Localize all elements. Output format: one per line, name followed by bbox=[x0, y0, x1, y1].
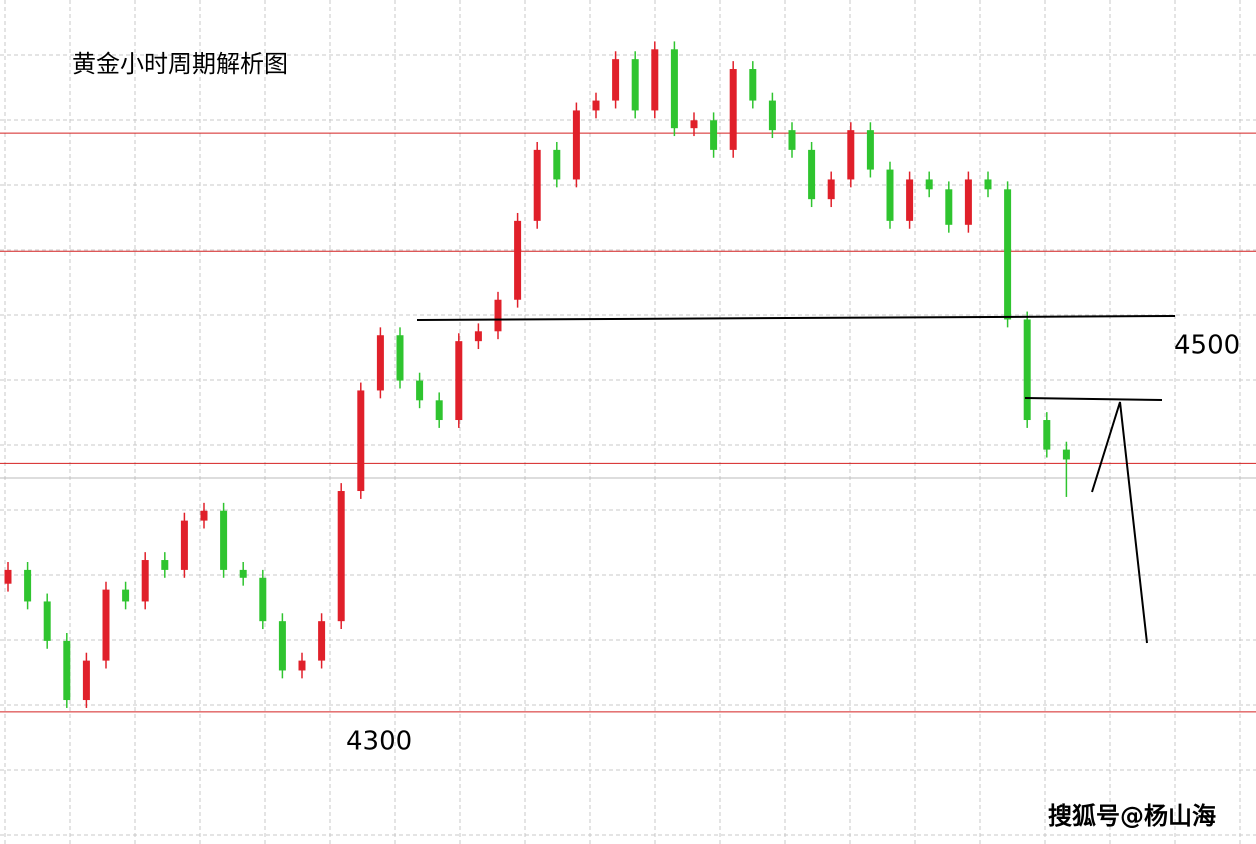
candle-body bbox=[82, 660, 90, 701]
candle-body bbox=[808, 149, 816, 200]
candle-body bbox=[239, 569, 247, 578]
candle-body bbox=[416, 380, 424, 401]
candle-body bbox=[533, 149, 541, 221]
candle-body bbox=[1023, 319, 1031, 421]
candle-body bbox=[631, 59, 639, 111]
annotation: 4500 bbox=[1174, 331, 1240, 361]
annotation: 4300 bbox=[346, 727, 412, 757]
candle-body bbox=[749, 69, 757, 101]
candle-body bbox=[553, 149, 561, 180]
candle-body bbox=[63, 640, 71, 701]
candle-body bbox=[259, 577, 267, 622]
levels bbox=[0, 132, 1256, 713]
candle-body bbox=[141, 560, 149, 602]
candle-body bbox=[768, 100, 776, 131]
candle-body bbox=[670, 49, 678, 129]
candle-body bbox=[886, 169, 894, 221]
candle-body bbox=[1062, 449, 1070, 460]
candle-body bbox=[43, 601, 51, 641]
candle-body bbox=[161, 560, 169, 570]
candle-body bbox=[710, 120, 718, 150]
candle-body bbox=[866, 130, 874, 170]
candle-body bbox=[494, 299, 502, 332]
candle-body bbox=[788, 130, 796, 150]
candle-body bbox=[945, 189, 953, 225]
candle-body bbox=[984, 179, 992, 190]
candle-body bbox=[396, 335, 404, 381]
candle-body bbox=[514, 220, 522, 300]
candle-body bbox=[906, 179, 914, 221]
candle-body bbox=[1043, 420, 1051, 450]
candle-body bbox=[298, 660, 306, 671]
candle-body bbox=[592, 100, 600, 111]
candle-body bbox=[376, 335, 384, 391]
watermark: 搜狐号@杨山海 bbox=[1048, 802, 1216, 830]
candle-body bbox=[651, 49, 659, 111]
candle-body bbox=[455, 341, 463, 421]
candle-body bbox=[180, 520, 188, 570]
candle-body bbox=[925, 179, 933, 190]
candle-body bbox=[612, 59, 620, 101]
candles bbox=[4, 41, 1070, 708]
candle-body bbox=[572, 110, 580, 180]
chart-title: 黄金小时周期解析图 bbox=[72, 50, 288, 78]
candle-body bbox=[357, 390, 365, 492]
candle-body bbox=[1004, 189, 1012, 320]
drawings bbox=[416, 315, 1176, 644]
trend-line bbox=[1024, 397, 1163, 401]
candle-body bbox=[435, 400, 443, 421]
candle-body bbox=[690, 120, 698, 129]
candle-body bbox=[4, 569, 12, 584]
candle-body bbox=[220, 510, 228, 570]
candle-body bbox=[102, 589, 110, 661]
candle-body bbox=[200, 510, 208, 521]
candle-body bbox=[827, 179, 835, 200]
candle-body bbox=[24, 569, 32, 602]
forecast-path bbox=[1091, 401, 1148, 644]
candle-body bbox=[318, 621, 326, 661]
candle-body bbox=[278, 621, 286, 671]
candle-body bbox=[474, 331, 482, 342]
candle-body bbox=[122, 589, 130, 602]
candle-body bbox=[964, 179, 972, 225]
candle-body bbox=[729, 69, 737, 150]
candle-body bbox=[847, 130, 855, 180]
candle-body bbox=[337, 491, 345, 622]
trend-line bbox=[416, 315, 1176, 321]
